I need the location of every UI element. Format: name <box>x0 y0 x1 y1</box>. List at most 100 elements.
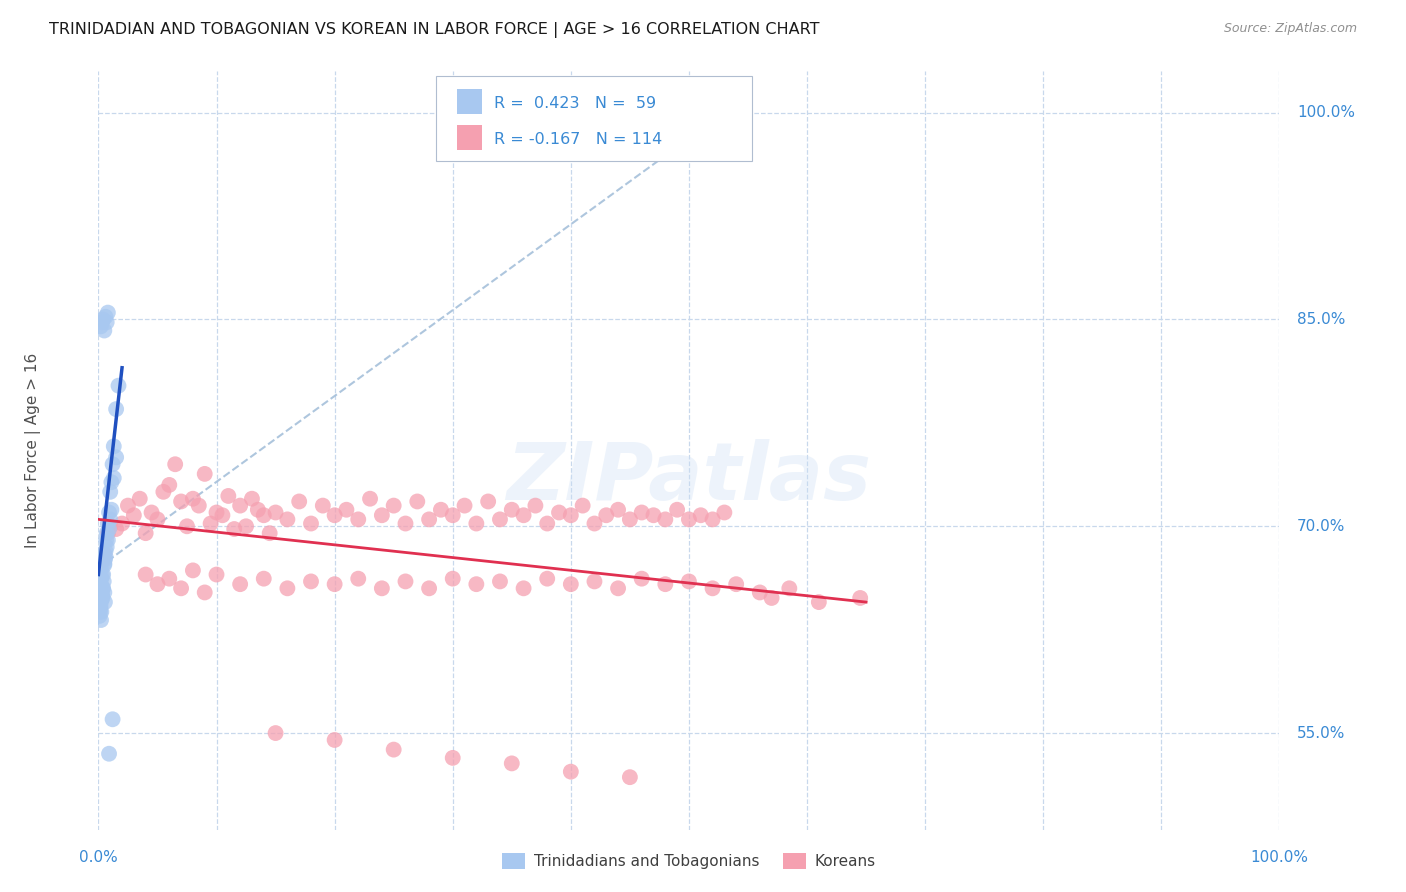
Point <box>200 516 222 531</box>
Point <box>91 554 114 568</box>
Point <box>643 508 665 523</box>
Point <box>194 467 217 481</box>
Point <box>122 508 145 523</box>
Point <box>666 502 689 516</box>
Point <box>619 512 641 526</box>
Point <box>170 582 193 596</box>
Point <box>181 491 204 506</box>
Point <box>91 567 114 582</box>
Point <box>89 602 111 616</box>
Point <box>619 770 641 784</box>
Point <box>430 502 453 516</box>
Point <box>512 582 534 596</box>
Point <box>194 585 217 599</box>
Point <box>176 519 198 533</box>
Point <box>453 499 475 513</box>
Point <box>89 558 111 572</box>
Point <box>359 491 381 506</box>
Point <box>91 591 114 605</box>
Point <box>654 512 676 526</box>
Point <box>94 549 117 564</box>
Point <box>93 558 115 572</box>
Point <box>235 519 257 533</box>
Point <box>689 508 711 523</box>
Point <box>94 533 117 547</box>
Text: 100.0%: 100.0% <box>1250 850 1309 865</box>
Point <box>607 502 630 516</box>
Point <box>630 506 652 520</box>
Text: In Labor Force | Age > 16: In Labor Force | Age > 16 <box>25 353 41 548</box>
Point <box>90 554 112 568</box>
Point <box>141 506 163 520</box>
Point <box>165 457 187 471</box>
Point <box>264 726 287 740</box>
Point <box>107 378 129 392</box>
Text: 85.0%: 85.0% <box>1298 312 1346 327</box>
Point <box>654 577 676 591</box>
Point <box>91 549 114 564</box>
Point <box>100 502 122 516</box>
Point <box>98 512 121 526</box>
Point <box>441 751 464 765</box>
Point <box>98 506 121 520</box>
Point <box>91 582 114 596</box>
Point <box>98 747 121 761</box>
Point <box>94 544 117 558</box>
Point <box>524 499 547 513</box>
Point <box>441 508 464 523</box>
Point <box>152 484 174 499</box>
Point <box>170 494 193 508</box>
Point <box>93 324 115 338</box>
Point <box>371 582 394 596</box>
Point <box>246 502 269 516</box>
Point <box>91 582 114 596</box>
Point <box>135 567 157 582</box>
Text: 70.0%: 70.0% <box>1298 519 1346 533</box>
Point <box>90 613 112 627</box>
Point <box>205 567 228 582</box>
Point <box>702 512 724 526</box>
Point <box>441 572 464 586</box>
Point <box>807 595 830 609</box>
Point <box>96 526 118 541</box>
Point <box>105 450 128 465</box>
Point <box>702 582 724 596</box>
Point <box>583 574 606 589</box>
Point <box>276 582 298 596</box>
Point <box>98 519 121 533</box>
Point <box>253 508 276 523</box>
Point <box>105 402 128 417</box>
Point <box>253 572 276 586</box>
Point <box>89 582 111 596</box>
Point <box>217 489 239 503</box>
Point <box>93 547 115 561</box>
Point <box>91 588 114 602</box>
Point <box>89 563 111 577</box>
Point <box>394 516 416 531</box>
Point <box>849 591 872 605</box>
Point <box>371 508 394 523</box>
Point <box>406 494 429 508</box>
Point <box>560 508 582 523</box>
Text: Source: ZipAtlas.com: Source: ZipAtlas.com <box>1223 22 1357 36</box>
Point <box>146 577 169 591</box>
Text: 55.0%: 55.0% <box>1298 725 1346 740</box>
Point <box>299 516 322 531</box>
Point <box>418 512 440 526</box>
Point <box>382 742 405 756</box>
Point <box>560 577 582 591</box>
Point <box>323 508 346 523</box>
Point <box>93 585 115 599</box>
Point <box>571 499 593 513</box>
Point <box>94 310 117 324</box>
Point <box>96 540 118 554</box>
Point <box>536 516 558 531</box>
Point <box>146 512 169 526</box>
Point <box>91 567 114 582</box>
Point <box>394 574 416 589</box>
Point <box>94 595 117 609</box>
Point <box>501 502 523 516</box>
Point <box>323 577 346 591</box>
Text: TRINIDADIAN AND TOBAGONIAN VS KOREAN IN LABOR FORCE | AGE > 16 CORRELATION CHART: TRINIDADIAN AND TOBAGONIAN VS KOREAN IN … <box>49 22 820 38</box>
Point <box>90 595 112 609</box>
